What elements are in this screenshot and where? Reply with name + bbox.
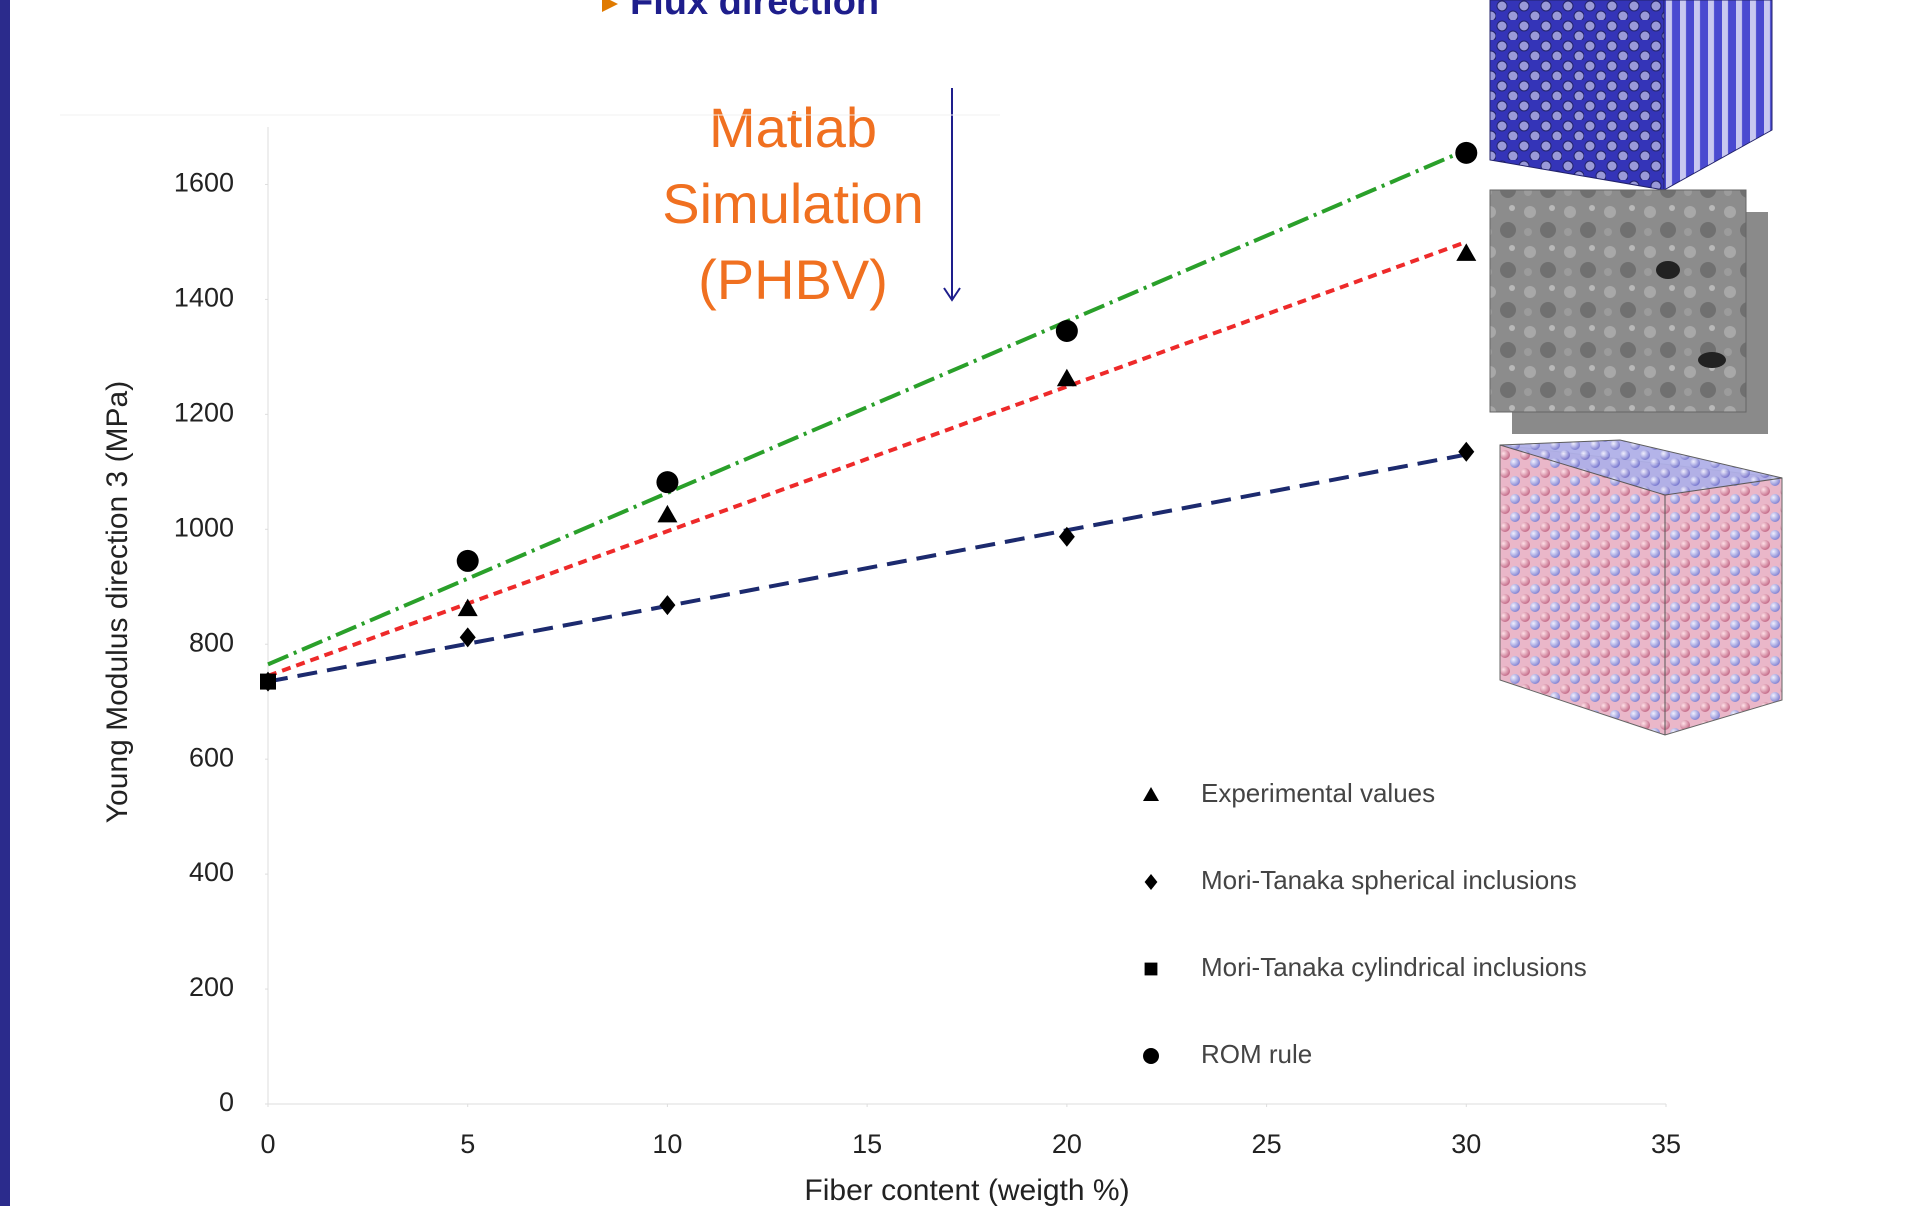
sem-pore: [1656, 261, 1680, 279]
y-tick-label: 800: [189, 627, 234, 657]
marker-triangle: [657, 505, 677, 522]
marker-circle: [1056, 320, 1078, 342]
x-tick-label: 0: [260, 1129, 275, 1159]
x-tick-label: 25: [1252, 1129, 1282, 1159]
y-tick-label: 1600: [174, 168, 234, 198]
x-tick-label: 20: [1052, 1129, 1082, 1159]
sphere-cube: [1500, 440, 1782, 735]
x-tick-label: 30: [1451, 1129, 1481, 1159]
y-tick-label: 1400: [174, 283, 234, 313]
cube-side: [1664, 0, 1772, 190]
y-tick-label: 400: [189, 857, 234, 887]
y-tick-label: 0: [219, 1087, 234, 1117]
slide: Flux direction MatlabSimulation(PHBV) Fi…: [0, 0, 1908, 1206]
marker-square: [260, 674, 276, 690]
x-tick-label: 10: [652, 1129, 682, 1159]
sem-image: [1490, 190, 1768, 434]
marker-circle: [656, 471, 678, 493]
legend-label: Mori-Tanaka cylindrical inclusions: [1201, 952, 1587, 982]
cube-front: [1490, 0, 1664, 190]
sem-photo: [1490, 190, 1746, 412]
marker-circle: [1143, 1048, 1159, 1064]
x-tick-label: 15: [852, 1129, 882, 1159]
x-tick-label: 35: [1651, 1129, 1681, 1159]
x-tick-label: 5: [460, 1129, 475, 1159]
trendline: [268, 455, 1466, 682]
legend-label: Mori-Tanaka spherical inclusions: [1201, 865, 1577, 895]
marker-triangle: [1143, 787, 1159, 801]
bullet: [602, 0, 618, 12]
y-tick-label: 200: [189, 972, 234, 1002]
header-text: Flux direction: [630, 0, 879, 23]
y-axis-title: Young Modulus direction 3 (MPa): [101, 381, 134, 823]
marker-triangle: [1057, 369, 1077, 387]
cube-body: [1500, 445, 1782, 735]
legend-label: ROM rule: [1201, 1039, 1312, 1069]
fiber-cube: [1490, 0, 1772, 190]
marker-circle: [457, 550, 479, 572]
marker-diamond: [659, 595, 675, 615]
marker-diamond: [1458, 442, 1474, 462]
x-axis-title: Fiber content (weigth %): [804, 1174, 1129, 1206]
legend-label: Experimental values: [1201, 778, 1435, 808]
marker-triangle: [458, 599, 478, 617]
sem-pore: [1698, 352, 1726, 368]
slide-border: [0, 0, 10, 1206]
y-tick-label: 1200: [174, 397, 234, 427]
marker-diamond: [1145, 874, 1158, 890]
marker-circle: [1455, 142, 1477, 164]
y-tick-label: 1000: [174, 512, 234, 542]
y-tick-label: 600: [189, 742, 234, 772]
marker-square: [1145, 963, 1158, 976]
